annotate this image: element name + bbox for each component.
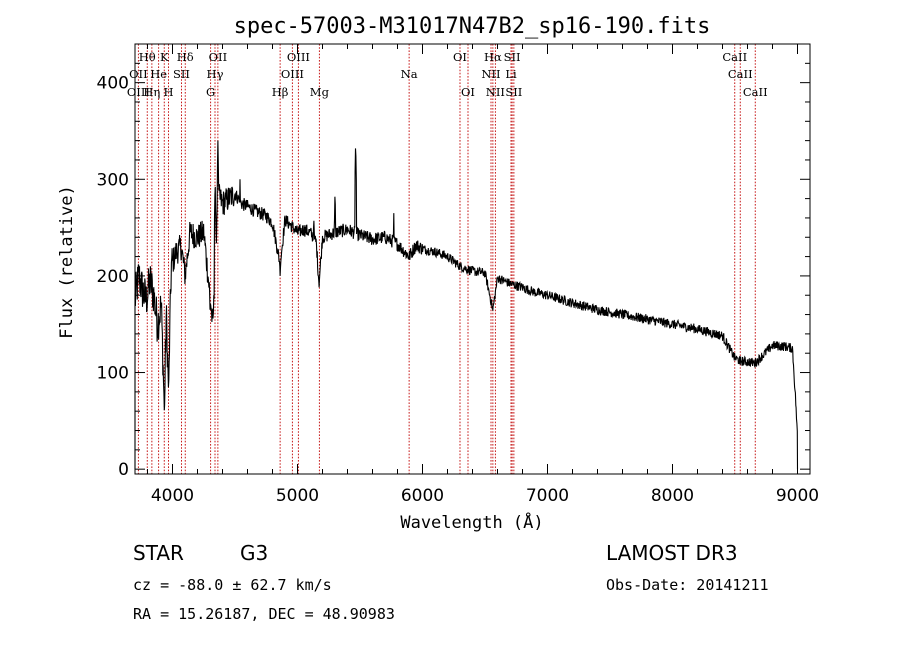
chart-title: spec-57003-M31017N47B2_sp16-190.fits	[234, 14, 711, 39]
y-tick-label: 100	[97, 364, 129, 384]
x-tick-label: 9000	[776, 486, 819, 506]
spectral-line-label: Hγ	[207, 67, 224, 81]
spectral-subclass: G3	[240, 541, 268, 565]
spectral-line-label: NII	[486, 85, 505, 99]
spectral-line-label: NII	[481, 67, 500, 81]
spectral-line-label: Na	[401, 67, 418, 81]
x-tick-label: 7000	[526, 486, 569, 506]
x-axis-label: Wavelength (Å)	[400, 511, 543, 533]
spectral-line-label: CaII	[728, 67, 753, 81]
plot-frame	[134, 43, 811, 475]
y-tick-label: 400	[97, 74, 129, 94]
spectral-line-label: Hθ	[139, 50, 156, 64]
spectral-line-label: SII	[173, 67, 190, 81]
redshift-readout: cz = -88.0 ± 62.7 km/s	[133, 576, 332, 594]
y-axis-label: Flux (relative)	[57, 185, 77, 339]
spectral-line-label: SII	[504, 50, 521, 64]
spectral-line-label: Hη	[143, 85, 160, 99]
x-tick-label: 6000	[401, 486, 444, 506]
x-tick-label: 8000	[651, 486, 694, 506]
spectral-line-label: G	[206, 85, 215, 99]
spectral-line-label: CaII	[722, 50, 747, 64]
spectral-line-label: OIII	[281, 67, 304, 81]
spectral-line-label: SII	[505, 85, 522, 99]
spectral-line-label: CaII	[743, 85, 768, 99]
axis-ticks: 4000 5000 6000 7000 8000 9000 0 100 200 300 400	[97, 44, 819, 506]
x-tick-label: 4000	[151, 486, 194, 506]
y-tick-label: 300	[97, 170, 129, 190]
spectral-line-label: OII	[129, 67, 148, 81]
spectral-line-label: Li	[505, 67, 517, 81]
spectral-line-label: OI	[453, 50, 467, 64]
coordinates-readout: RA = 15.26187, DEC = 48.90983	[133, 605, 395, 623]
spectral-line-label: OIII	[127, 85, 150, 99]
spectral-line-label: H	[163, 85, 173, 99]
spectral-line-markers	[137, 44, 756, 474]
spectral-line-label: He	[150, 67, 167, 81]
observation-date: Obs-Date: 20141211	[606, 576, 769, 594]
spectral-line-label: Mg	[310, 85, 330, 99]
spectral-line-label: OIII	[287, 50, 310, 64]
spectral-line-label: K	[160, 50, 169, 64]
object-class: STAR	[133, 541, 184, 565]
y-tick-label: 200	[97, 267, 129, 287]
spectral-line-label: Hδ	[177, 50, 194, 64]
y-tick-label: 0	[118, 460, 129, 480]
x-tick-label: 5000	[276, 486, 319, 506]
spectrum-series-line	[134, 140, 799, 470]
spectral-line-label: Hα	[484, 50, 502, 64]
survey-name: LAMOST DR3	[606, 541, 738, 565]
spectral-line-label: OI	[461, 85, 475, 99]
spectral-line-label: Hβ	[272, 85, 289, 99]
spectral-line-label: OII	[209, 50, 228, 64]
